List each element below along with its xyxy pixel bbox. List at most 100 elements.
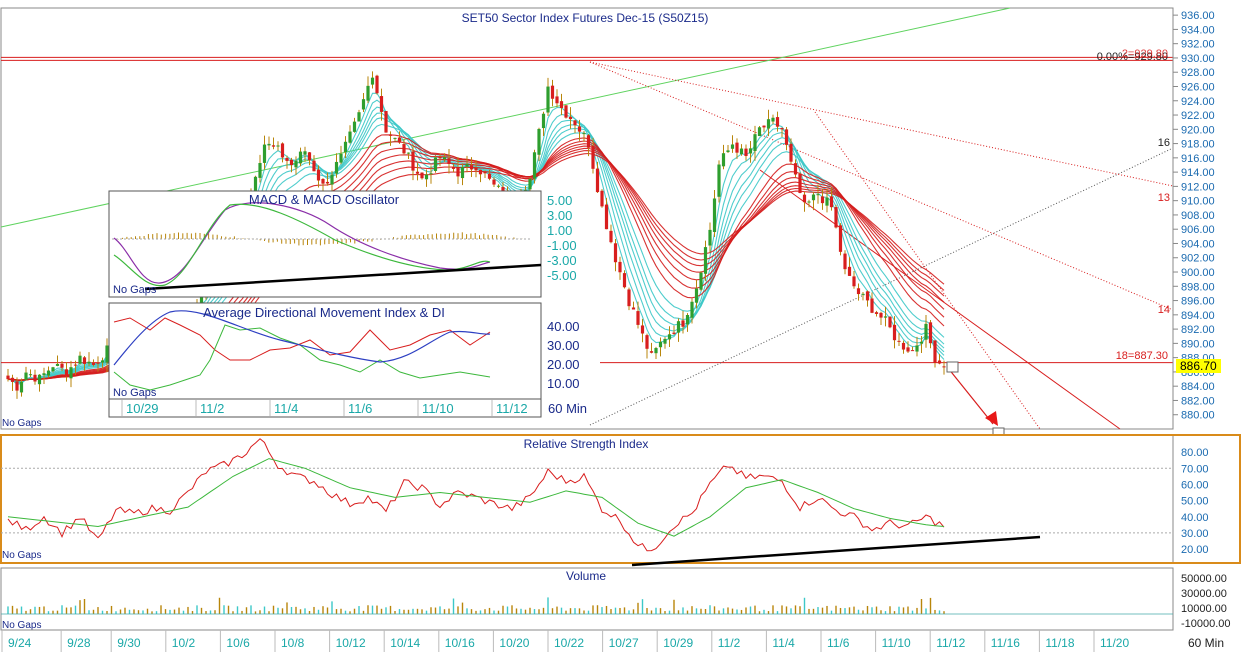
adx-plot [113,310,491,391]
price-tick-label: 932.00 [1181,39,1215,51]
candle-body [856,288,861,295]
price-tick-label: 936.00 [1181,10,1215,22]
adx-timeframe-label: 60 Min [548,401,587,416]
date-tick-label: 10/2 [172,636,196,650]
candle-body [699,272,703,290]
candle-body [726,150,730,153]
candle-body [834,207,838,228]
candle-body [334,161,339,174]
candle-body [447,158,451,164]
candle-body [64,369,69,377]
candle-body [496,185,501,187]
candle-body [321,178,325,184]
candle-body [766,119,771,129]
date-tick-label: 11/10 [882,636,911,650]
candle-body [384,111,388,133]
date-tick-label: 11/4 [772,636,795,650]
candle-body [879,312,883,318]
candle-body [649,351,654,353]
price-tick-label: 934.00 [1181,24,1215,36]
candle-body [586,135,591,148]
candle-body [708,229,712,246]
price-tick-label: 882.00 [1181,395,1215,407]
candle-body [406,152,411,154]
candle-body [303,151,307,155]
candle-body [37,374,42,385]
volume-title: Volume [566,569,606,583]
candle-body [316,169,321,181]
candle-body [820,196,825,204]
fan-label-14: 14 [1158,304,1170,316]
candle-body [928,322,933,344]
candle-body [24,372,28,380]
projection-arrow-head [985,411,998,426]
candle-body [915,345,919,352]
rsi-tick-label: 60.00 [1181,479,1209,491]
adx-tick-label: 20.00 [547,357,580,372]
macd-axis: 5.003.001.00-1.00-3.00-5.00 [547,193,577,283]
candle-body [438,156,442,159]
candle-body [253,176,258,193]
candle-body [717,164,721,197]
candle-body [357,112,361,122]
fan-line-14 [589,61,1174,311]
date-tick-label: 11/18 [1045,636,1074,650]
no-gaps-label-price: No Gaps [2,418,41,429]
adx-date-axis: 10/29 11/2 11/4 11/6 11/10 11/12 [121,400,528,416]
candle-body [424,174,429,180]
candle-body [604,204,609,230]
candle-body [690,301,694,318]
candle-body [465,164,469,167]
dotted-fan-line [589,147,1174,426]
candle-body [379,96,384,112]
volume-tick-label: 30000.00 [1181,588,1227,600]
candle-body [267,143,271,146]
candle-body [199,292,204,311]
candle-body [307,152,312,161]
candle-body [838,225,843,252]
candle-body [735,142,739,153]
adx-date-label: 11/12 [496,401,528,416]
candle-body [672,332,676,334]
date-tick-label: 11/16 [991,636,1020,650]
candle-body [573,120,577,126]
rsi-plot [1,438,1173,567]
candle-body [942,366,946,368]
macd-signal-line [113,202,491,284]
candle-body [280,143,285,158]
candle-body [42,373,46,375]
candle-body [442,157,447,160]
candle-body [366,85,370,101]
price-tick-label: 880.00 [1181,410,1215,422]
projection-handle-start [946,361,959,373]
adx-minus-di-line [113,324,491,391]
candle-body [60,363,64,368]
candle-body [847,266,852,276]
candle-body [852,276,856,287]
candle-body [546,86,550,113]
candle-body [352,121,357,132]
macd-trendline [144,263,542,291]
price-tick-label: 918.00 [1181,139,1215,151]
date-tick-label: 10/20 [499,636,529,650]
candle-body [492,179,496,185]
candle-body [618,261,622,273]
candle-body [870,298,874,313]
candle-body [51,367,55,372]
candle-body [415,171,420,174]
candle-body [861,293,865,295]
chart-title: SET50 Sector Index Futures Dec-15 (S50Z1… [462,11,709,25]
date-tick-label: 10/16 [445,636,475,650]
macd-tick-label: 1.00 [547,223,572,238]
date-tick-label: 11/2 [718,636,741,650]
date-tick-label: 9/30 [117,636,141,650]
candle-body [294,160,298,168]
candle-body [748,148,753,154]
volume-tick-label: 10000.00 [1181,603,1227,615]
candle-body [901,342,906,350]
volume-tick-label: 50000.00 [1181,573,1227,585]
price-tick-label: 890.00 [1181,338,1215,350]
candle-body [609,230,613,243]
price-tick-label: 896.00 [1181,296,1215,308]
candle-body [411,151,415,171]
